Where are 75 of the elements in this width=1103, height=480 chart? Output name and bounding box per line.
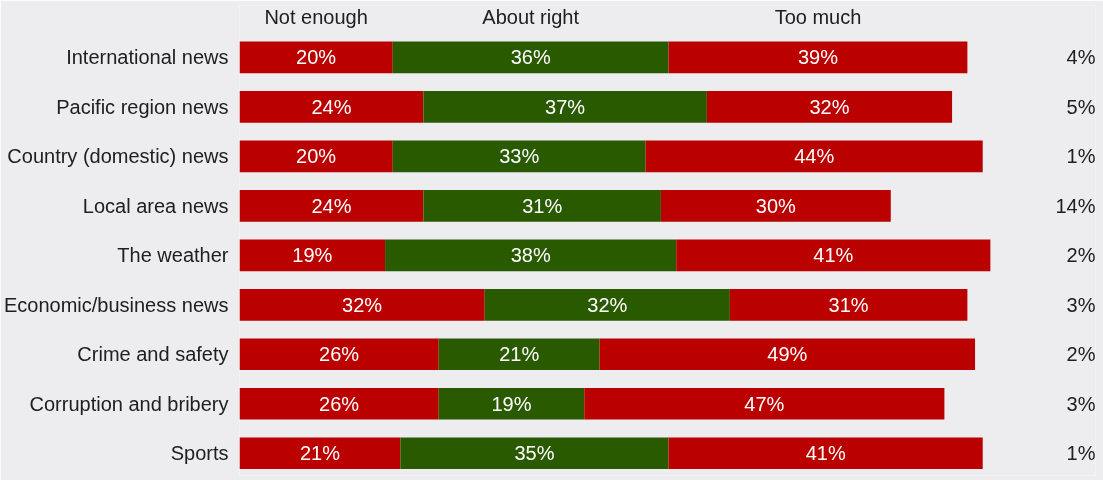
bar — [239, 288, 485, 321]
bar — [239, 239, 386, 272]
data-label: 32% — [587, 293, 628, 316]
bar — [239, 338, 439, 371]
text: 2% — [1066, 244, 1096, 267]
bar — [706, 91, 953, 123]
y-tick-label: Local area news — [82, 194, 229, 217]
bar — [385, 239, 677, 272]
bar — [239, 91, 424, 123]
y-tick-label: International news — [66, 46, 229, 69]
data-label: 30% — [755, 194, 797, 217]
y-tick-label: Pacific region news — [56, 95, 229, 118]
data-label: 31% — [522, 194, 563, 217]
series-label: Too much — [774, 5, 862, 28]
data-label: 32% — [809, 95, 850, 118]
data-label: 26% — [319, 343, 360, 366]
bar — [676, 239, 991, 272]
bar — [423, 91, 707, 123]
series-label: Not enough — [264, 5, 368, 28]
y-tick-label: Country (domestic) news — [7, 145, 229, 168]
bar — [729, 288, 968, 321]
bar — [660, 190, 891, 222]
data-label: 24% — [311, 95, 352, 118]
bar — [423, 190, 661, 222]
data-label: 32% — [342, 293, 383, 316]
data-label: 31% — [828, 293, 869, 316]
bar — [599, 338, 976, 371]
data-label: 35% — [514, 442, 555, 465]
y-tick-label: The weather — [117, 244, 229, 267]
data-label: 41% — [813, 244, 854, 267]
data-label: 47% — [744, 392, 785, 415]
bar — [392, 41, 669, 74]
data-label: 24% — [311, 194, 352, 217]
text: 14% — [1055, 194, 1096, 217]
data-label: 37% — [545, 95, 586, 118]
text: 4% — [1066, 46, 1096, 69]
bar — [239, 437, 401, 470]
y-tick-label: Sports — [170, 442, 229, 465]
data-label: 41% — [805, 442, 846, 465]
data-label: 21% — [299, 442, 341, 465]
bar — [584, 387, 945, 420]
text: 2% — [1066, 343, 1096, 366]
y-tick-label: Corruption and bribery — [29, 392, 229, 415]
bar — [239, 41, 393, 74]
bar — [239, 387, 439, 420]
bar — [484, 288, 730, 321]
data-label: 49% — [767, 343, 808, 366]
data-label: 21% — [499, 343, 540, 366]
bar — [400, 437, 669, 470]
bar — [239, 190, 424, 222]
bar — [668, 437, 983, 470]
bar — [392, 140, 646, 173]
text: 3% — [1066, 293, 1096, 316]
y-tick-label: Economic/business news — [3, 293, 229, 316]
series-label: About right — [482, 5, 580, 28]
text: 3% — [1066, 392, 1096, 415]
data-label: 44% — [794, 145, 835, 168]
data-label: 19% — [292, 244, 333, 267]
data-label: 20% — [296, 46, 337, 69]
data-label: 39% — [797, 46, 839, 69]
bar — [239, 140, 393, 173]
bar — [645, 140, 983, 173]
text: 1% — [1066, 442, 1096, 465]
data-label: 26% — [319, 392, 360, 415]
bar — [668, 41, 968, 74]
text: 5% — [1066, 95, 1096, 118]
data-label: 19% — [491, 392, 532, 415]
data-label: 33% — [499, 145, 540, 168]
text: 1% — [1066, 145, 1096, 168]
bar — [438, 387, 585, 420]
bar — [438, 338, 600, 371]
data-label: 36% — [510, 46, 551, 69]
data-label: 20% — [296, 145, 337, 168]
y-tick-label: Crime and safety — [77, 343, 229, 366]
data-label: 38% — [510, 244, 551, 267]
